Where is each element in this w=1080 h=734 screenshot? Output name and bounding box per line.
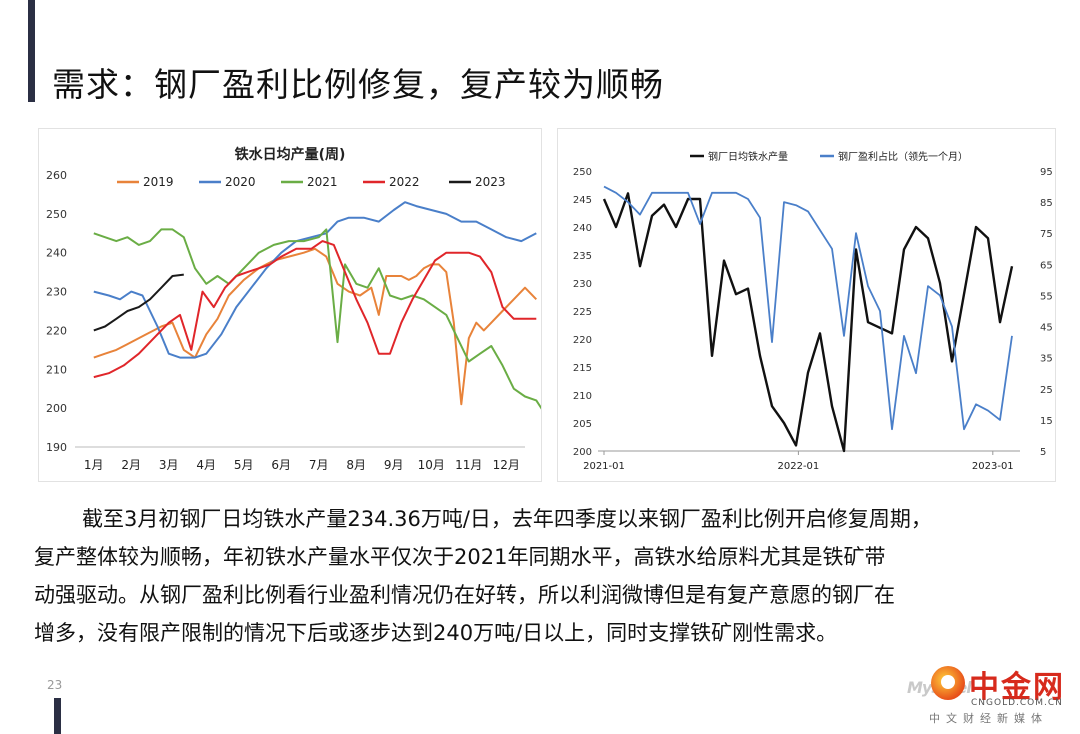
chart2-x-tick-label: 2021-01 — [583, 461, 625, 472]
chart2-y-left-tick-label: 245 — [573, 195, 592, 206]
chart2-y-left-tick-label: 225 — [573, 307, 592, 318]
chart1-series-line-2023 — [93, 273, 184, 332]
chart2-legend-label: 钢厂盈利占比（领先一个月） — [838, 150, 968, 163]
chart2-y-right-tick-label: 15 — [1040, 416, 1053, 427]
chart2-y-right-tick-label: 85 — [1040, 198, 1053, 209]
body-line-2: 复产整体较为顺畅，年初铁水产量水平仅次于2021年同期水平，高铁水给原料尤其是铁… — [34, 545, 886, 569]
chart2-y-left-tick-label: 210 — [573, 391, 592, 402]
chart1-x-tick-label: 12月 — [493, 458, 520, 472]
chart1-x-tick-label: 8月 — [346, 458, 366, 472]
chart1-x-tick-label: 5月 — [234, 458, 254, 472]
body-paragraph: 截至3月初钢厂日均铁水产量234.36万吨/日，去年四季度以来钢厂盈利比例开启修… — [34, 500, 1054, 652]
page-number: 23 — [47, 678, 63, 692]
chart2-y-left-tick-label: 220 — [573, 335, 592, 346]
chart2-y-left-tick-label: 215 — [573, 363, 592, 374]
chart1-y-tick-label: 240 — [46, 247, 67, 260]
chart2-y-right-tick-label: 25 — [1040, 385, 1053, 396]
chart1-y-tick-label: 250 — [46, 208, 67, 221]
chart2-x-tick-label: 2022-01 — [778, 461, 820, 472]
chart1-x-tick-label: 2月 — [121, 458, 141, 472]
chart1-x-tick-label: 10月 — [418, 458, 445, 472]
chart2-x-tick-label: 2023-01 — [972, 461, 1014, 472]
profit-ratio-chart: 钢厂日均铁水产量 钢厂盈利占比（领先一个月） 200 205 210 215 220 225 2… — [573, 150, 1053, 472]
chart1-legend-label: 2022 — [389, 175, 420, 189]
chart2-y-right-tick-label: 65 — [1040, 260, 1053, 271]
chart1-x-tick-label: 9月 — [384, 458, 404, 472]
chart2-y-right-tick-label: 75 — [1040, 229, 1053, 240]
chart1-x-tick-label: 3月 — [159, 458, 179, 472]
chart1-x-tick-label: 4月 — [196, 458, 216, 472]
chart1-y-tick-label: 230 — [46, 286, 67, 299]
chart2-series-line — [603, 185, 1013, 431]
chart1-series-line-2019 — [93, 247, 538, 406]
body-line-4: 增多，没有限产限制的情况下后或逐步达到240万吨/日以上，同时支撑铁矿刚性需求。 — [34, 621, 838, 645]
chart2-y-left-tick-label: 230 — [573, 279, 592, 290]
chart1-title: 铁水日均产量(周) — [235, 146, 346, 163]
chart1-x-tick-label: 1月 — [84, 458, 104, 472]
chart1-legend-label: 2021 — [307, 175, 338, 189]
chart1-legend-label: 2019 — [143, 175, 174, 189]
chart2-y-right-tick-label: 95 — [1040, 167, 1053, 178]
chart1-series-line-2022 — [93, 240, 537, 379]
chart2-y-right-tick-label: 35 — [1040, 354, 1053, 365]
chart1-y-tick-label: 260 — [46, 169, 67, 182]
footer-accent-bar — [54, 698, 61, 734]
chart1-y-tick-label: 210 — [46, 363, 67, 376]
body-line-3: 动强驱动。从钢厂盈利比例看行业盈利情况仍在好转，所以利润微博但是有复产意愿的钢厂… — [34, 583, 895, 607]
logo-subtitle: 中文财经新媒体 — [929, 712, 1048, 725]
chart1-x-tick-label: 11月 — [455, 458, 482, 472]
hot-metal-weekly-chart: 铁水日均产量(周) 190 200 210 220 230 240 250 260 1月 2月 3月 4… — [46, 146, 541, 472]
body-line-1: 截至3月初钢厂日均铁水产量234.36万吨/日，去年四季度以来钢厂盈利比例开启修… — [82, 507, 932, 531]
chart1-series-line-2021 — [93, 228, 541, 410]
chart1-y-tick-label: 200 — [46, 402, 67, 415]
page-title: 需求：钢厂盈利比例修复，复产较为顺畅 — [52, 65, 664, 104]
chart1-y-tick-label: 190 — [46, 441, 67, 454]
cngold-logo: Mysteel 中金网 CNGOLD.COM.CN 中文财经新媒体 — [905, 656, 1077, 728]
chart1-x-tick-label: 7月 — [309, 458, 329, 472]
chart2-y-left-tick-label: 205 — [573, 419, 592, 430]
chart2-y-left-tick-label: 235 — [573, 251, 592, 262]
chart-panel-hot-metal-output: 铁水日均产量(周) 190 200 210 220 230 240 250 260 1月 2月 3月 4… — [38, 128, 542, 482]
chart2-y-left-tick-label: 200 — [573, 447, 592, 458]
chart1-series-line-2020 — [93, 201, 537, 359]
logo-emblem-icon — [931, 666, 965, 700]
chart-panel-profit-ratio: 钢厂日均铁水产量 钢厂盈利占比（领先一个月） 200 205 210 215 220 225 2… — [557, 128, 1056, 482]
chart2-y-right-tick-label: 5 — [1040, 447, 1046, 458]
chart2-legend-label: 钢厂日均铁水产量 — [708, 150, 788, 163]
chart1-x-tick-label: 6月 — [271, 458, 291, 472]
chart2-y-left-tick-label: 250 — [573, 167, 592, 178]
chart2-series-line — [602, 192, 1014, 453]
chart1-legend-label: 2020 — [225, 175, 256, 189]
logo-text: 中金网 — [969, 670, 1065, 705]
chart2-y-left-tick-label: 240 — [573, 223, 592, 234]
logo-domain: CNGOLD.COM.CN — [971, 698, 1063, 708]
title-accent-bar — [28, 0, 35, 102]
chart2-y-right-tick-label: 45 — [1040, 323, 1053, 334]
chart1-y-tick-label: 220 — [46, 324, 67, 337]
chart1-legend-label: 2023 — [475, 175, 506, 189]
chart2-y-right-tick-label: 55 — [1040, 291, 1053, 302]
